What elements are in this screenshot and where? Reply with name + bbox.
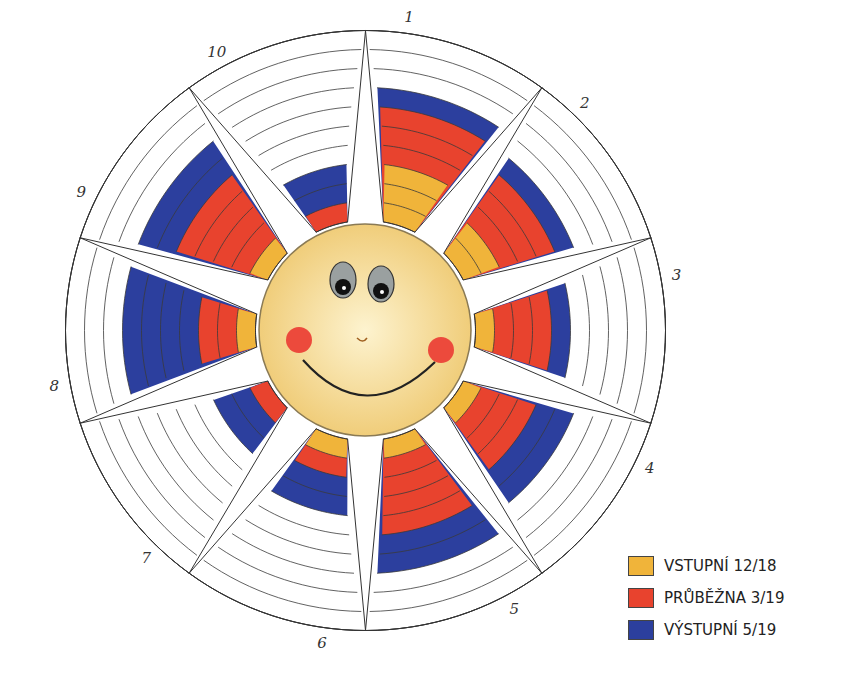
html-text:PRŮBĚŽNA 3/19: PRŮBĚŽNA 3/19 bbox=[664, 589, 785, 607]
svg-text:6: 6 bbox=[317, 634, 327, 652]
svg-text:8: 8 bbox=[50, 377, 60, 395]
svg-text:1: 1 bbox=[404, 8, 414, 26]
svg-text:3: 3 bbox=[672, 266, 682, 284]
svg-text:4: 4 bbox=[644, 459, 655, 477]
svg-text:2: 2 bbox=[579, 94, 590, 112]
svg-text:5: 5 bbox=[509, 600, 519, 618]
html-text:VÝSTUPNÍ 5/19: VÝSTUPNÍ 5/19 bbox=[664, 621, 777, 639]
svg-text:7: 7 bbox=[142, 549, 152, 567]
svg-text:10: 10 bbox=[207, 42, 227, 60]
svg-text:9: 9 bbox=[77, 183, 87, 201]
html-text:VSTUPNÍ 12/18: VSTUPNÍ 12/18 bbox=[664, 557, 777, 575]
